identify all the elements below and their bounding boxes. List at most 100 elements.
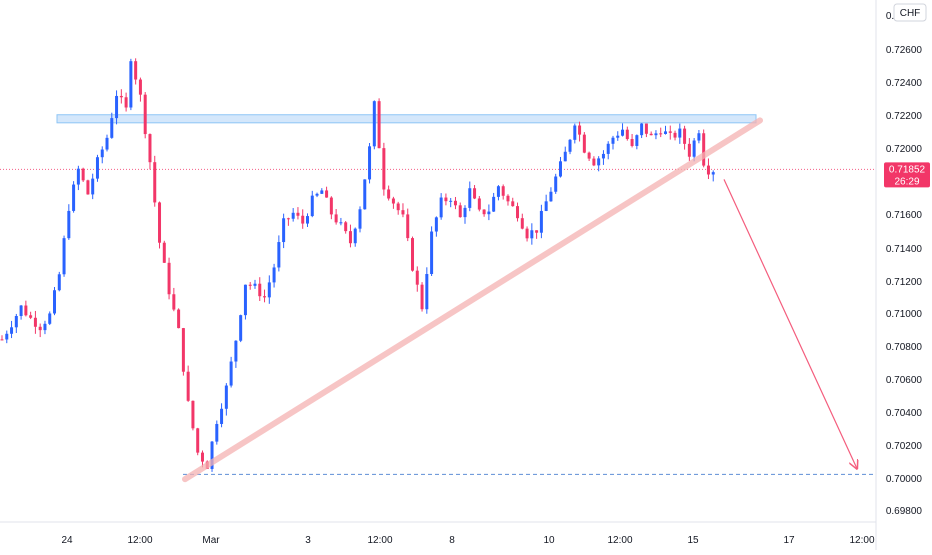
price-tick-label: 0.70200 xyxy=(886,441,923,452)
candle-body xyxy=(425,274,429,310)
candle-body xyxy=(597,158,601,166)
candle-body xyxy=(587,152,591,159)
candle-body xyxy=(162,242,166,263)
candle-body xyxy=(81,168,85,181)
last-price-badge: 0.71852 26:29 xyxy=(884,162,930,188)
time-tick-label: 15 xyxy=(687,535,699,546)
candle-body xyxy=(14,316,18,328)
candle-body xyxy=(554,176,558,192)
candle-body xyxy=(692,140,696,157)
resistance-zone[interactable] xyxy=(56,114,757,124)
candle-body xyxy=(138,79,142,95)
price-tick-label: 0.72000 xyxy=(886,144,923,155)
candle-body xyxy=(549,191,553,202)
candle-body xyxy=(420,284,424,310)
candle-body xyxy=(401,210,405,215)
candle-body xyxy=(702,133,706,166)
candle-body xyxy=(134,61,138,80)
candle-body xyxy=(697,133,701,141)
candle-body xyxy=(153,162,157,203)
candle-body xyxy=(119,95,123,98)
candle-body xyxy=(520,218,524,229)
candle-body xyxy=(501,186,505,196)
price-tick-label: 0.70400 xyxy=(886,408,923,419)
candle-body xyxy=(644,123,648,134)
candle-body xyxy=(158,202,162,243)
candle-body xyxy=(29,315,33,318)
time-tick-label: 12:00 xyxy=(127,535,152,546)
time-tick-label: 8 xyxy=(449,535,455,546)
candle-body xyxy=(482,209,486,215)
candle-body xyxy=(277,242,281,268)
candle-body xyxy=(363,179,367,210)
candle-body xyxy=(711,172,715,175)
last-price-label: 0.71852 xyxy=(889,164,926,175)
candle-body xyxy=(687,143,691,157)
candle-body xyxy=(525,228,529,239)
candle-body xyxy=(272,267,276,283)
candle-body xyxy=(186,371,190,401)
price-tick-label: 0.71600 xyxy=(886,210,923,221)
candle-body xyxy=(530,230,534,239)
plot-layer xyxy=(0,58,876,483)
candle-body xyxy=(229,361,233,386)
time-tick-label: Mar xyxy=(202,535,220,546)
ascending-trendline[interactable] xyxy=(182,117,763,483)
candle-body xyxy=(535,230,539,233)
candle-body xyxy=(439,197,443,218)
candle-body xyxy=(105,137,109,150)
time-tick-label: 12:00 xyxy=(607,535,632,546)
candle-body xyxy=(506,195,510,202)
candle-body xyxy=(463,207,467,218)
price-tick-label: 0.70600 xyxy=(886,375,923,386)
time-tick-label: 24 xyxy=(61,535,73,546)
candle-body xyxy=(57,274,61,291)
candle-body xyxy=(449,200,453,202)
candle-body xyxy=(177,309,181,329)
candle-body xyxy=(458,205,462,218)
candle-body xyxy=(129,61,133,108)
candle-body xyxy=(86,180,90,195)
candle-body xyxy=(659,133,663,135)
candle-body xyxy=(558,161,562,177)
price-tick-label: 0.70000 xyxy=(886,474,923,485)
candle-body xyxy=(415,270,419,285)
time-tick-label: 10 xyxy=(543,535,555,546)
price-tick-label: 0.69800 xyxy=(886,506,923,517)
candle-body xyxy=(33,317,37,327)
price-tick-label: 0.70800 xyxy=(886,342,923,353)
candle-body xyxy=(234,340,238,362)
candle-body xyxy=(640,123,644,136)
candle-body xyxy=(387,189,391,199)
candle-body xyxy=(406,214,410,239)
candle-body xyxy=(511,201,515,207)
price-axis[interactable]: 0.728000.726000.724000.722000.720000.718… xyxy=(886,11,923,517)
candle-body xyxy=(5,333,9,340)
candle-body xyxy=(196,428,200,453)
candle-body xyxy=(148,134,152,163)
candle-body xyxy=(210,441,214,469)
countdown-label: 26:29 xyxy=(894,176,919,187)
candlesticks xyxy=(0,58,715,472)
time-axis[interactable]: 24 12:00 Mar 3 12:00 8 10 12:00 15 17 12:00 xyxy=(61,535,875,546)
candle-body xyxy=(453,200,457,206)
candle-body xyxy=(382,148,386,190)
candle-body xyxy=(291,212,295,219)
candle-body xyxy=(315,193,319,196)
candle-body xyxy=(267,282,271,298)
candle-body xyxy=(38,326,42,331)
candle-body xyxy=(473,188,477,199)
candle-body xyxy=(76,168,80,185)
candle-body xyxy=(334,214,338,223)
candle-body xyxy=(320,190,324,194)
candle-body xyxy=(67,210,71,239)
candle-body xyxy=(24,305,28,316)
candle-body xyxy=(616,135,620,138)
candle-body xyxy=(263,296,267,298)
candle-body xyxy=(181,328,185,372)
candle-body xyxy=(568,139,572,152)
candle-body xyxy=(167,262,171,295)
price-tick-label: 0.71000 xyxy=(886,309,923,320)
projection-arrow[interactable] xyxy=(723,179,857,468)
